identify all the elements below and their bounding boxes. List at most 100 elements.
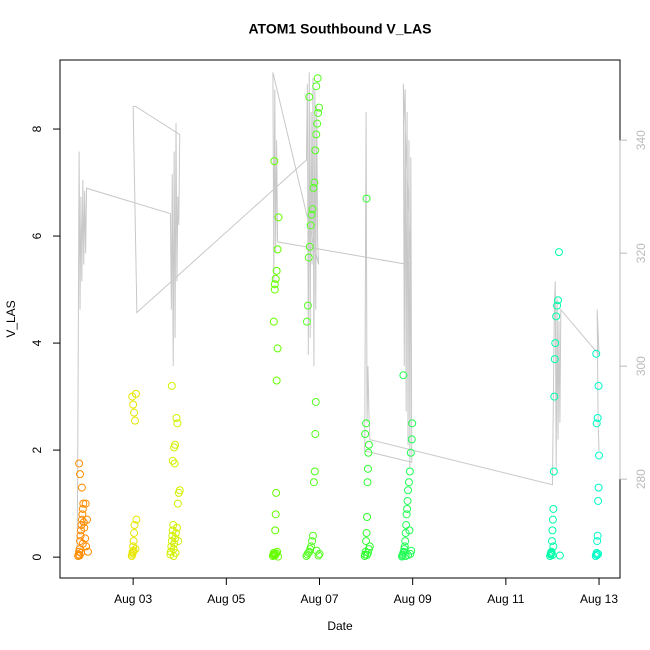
data-point	[172, 523, 181, 532]
y-tick-label: 0	[30, 553, 44, 560]
data-point	[404, 486, 413, 495]
y2-tick-label: 280	[634, 469, 648, 489]
data-point	[78, 539, 87, 548]
x-tick-label: Aug 05	[207, 592, 245, 606]
data-point	[309, 478, 318, 487]
chart-title: ATOM1 Southbound V_LAS	[248, 21, 431, 37]
data-point	[273, 344, 282, 353]
data-point	[592, 349, 601, 358]
data-point	[308, 537, 317, 546]
data-point	[170, 539, 179, 548]
data-point	[363, 478, 372, 487]
x-tick-label: Aug 13	[580, 592, 618, 606]
y-tick-label: 6	[30, 232, 44, 239]
data-point	[311, 397, 320, 406]
data-point	[81, 534, 90, 543]
data-point	[550, 392, 559, 401]
data-point	[405, 467, 414, 476]
data-point	[76, 470, 85, 479]
data-point	[407, 435, 416, 444]
data-point	[552, 312, 561, 321]
x-tick-label: Aug 03	[114, 592, 152, 606]
data-point	[304, 548, 313, 557]
data-point	[406, 549, 415, 558]
data-point	[408, 419, 417, 428]
data-point	[129, 537, 138, 546]
x-tick-label: Aug 07	[300, 592, 338, 606]
data-point	[404, 478, 413, 487]
y2-tick-label: 340	[634, 130, 648, 150]
data-point	[74, 550, 83, 559]
data-point	[76, 548, 85, 557]
data-point	[173, 499, 182, 508]
data-point	[132, 515, 141, 524]
data-point	[594, 496, 603, 505]
plot-frame	[59, 59, 621, 579]
data-point	[403, 496, 412, 505]
data-point	[549, 542, 558, 551]
data-point	[129, 400, 138, 409]
data-point	[595, 451, 604, 460]
data-point	[270, 157, 279, 166]
data-point	[309, 183, 318, 192]
data-point	[167, 381, 176, 390]
data-point	[593, 537, 602, 546]
x-axis-title: Date	[327, 619, 353, 633]
data-point	[406, 448, 415, 457]
data-point	[592, 419, 601, 428]
data-point	[362, 537, 371, 546]
data-point	[364, 440, 373, 449]
data-point	[311, 146, 320, 155]
data-point	[130, 408, 139, 417]
data-point	[172, 529, 181, 538]
x-tick-label: Aug 11	[487, 592, 524, 606]
data-point	[79, 499, 88, 508]
data-point	[171, 440, 180, 449]
data-point	[363, 464, 372, 473]
data-point	[272, 266, 281, 275]
data-point	[554, 296, 563, 305]
data-point	[270, 285, 279, 294]
data-point	[129, 546, 138, 555]
data-point	[549, 467, 558, 476]
data-point	[131, 389, 140, 398]
data-point	[314, 108, 323, 117]
data-point	[313, 119, 322, 128]
data-point	[131, 416, 140, 425]
data-point	[312, 546, 321, 555]
data-point	[77, 483, 86, 492]
y-tick-label: 2	[30, 446, 44, 453]
data-point	[76, 531, 85, 540]
data-point	[547, 537, 556, 546]
data-point	[272, 376, 281, 385]
data-point	[305, 242, 314, 251]
data-point	[79, 518, 88, 527]
data-point	[273, 245, 282, 254]
data-point	[170, 459, 179, 468]
data-point	[80, 523, 89, 532]
data-point	[594, 381, 603, 390]
data-point	[307, 542, 316, 551]
data-point	[269, 317, 278, 326]
data-point	[407, 546, 416, 555]
data-point	[362, 529, 371, 538]
data-point	[548, 515, 557, 524]
data-point	[312, 130, 321, 139]
data-point	[271, 526, 280, 535]
data-line	[76, 72, 600, 553]
data-point	[399, 371, 408, 380]
data-point	[403, 504, 412, 513]
x-tick-label: Aug 09	[394, 592, 432, 606]
data-point	[593, 550, 602, 559]
data-point	[167, 542, 176, 551]
data-point	[171, 548, 180, 557]
y2-tick-label: 300	[634, 356, 648, 376]
data-point	[271, 510, 280, 519]
data-point	[302, 317, 311, 326]
data-point	[400, 542, 409, 551]
data-point	[361, 430, 370, 439]
data-point	[77, 521, 86, 530]
data-point	[362, 194, 371, 203]
data-point	[173, 419, 182, 428]
